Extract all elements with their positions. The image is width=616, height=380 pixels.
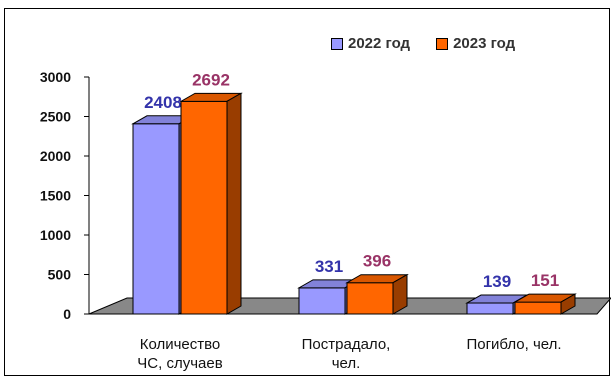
bar: [346, 282, 394, 315]
legend-label-2023: 2023 год: [453, 35, 516, 52]
legend-label-2022: 2022 год: [348, 35, 411, 52]
y-tick-label: 2500: [40, 109, 71, 125]
x-tick-label: чел.: [332, 355, 361, 372]
bar-chart: 0 500 1000 1500 2000 2500 3000 2408 2692 Количест…: [40, 69, 611, 372]
x-tick-label: Количество: [140, 336, 221, 353]
data-label: 139: [483, 272, 511, 291]
data-label: 396: [363, 252, 391, 271]
bar-side: [560, 293, 576, 315]
x-tick-label: Погибло, чел.: [466, 336, 561, 353]
bar: [298, 287, 346, 315]
legend-swatch-2022: [331, 37, 343, 50]
y-tick-label: 0: [63, 306, 71, 322]
x-tick-label: Пострадало,: [302, 336, 391, 353]
legend-item-2022: 2022 год: [331, 35, 410, 52]
y-tick-label: 1000: [40, 227, 71, 243]
bar: [132, 123, 180, 315]
y-tick-label: 2000: [40, 148, 71, 164]
y-tick-label: 500: [48, 267, 72, 283]
data-label: 331: [315, 257, 343, 276]
x-tick-label: ЧС, случаев: [137, 355, 222, 372]
y-tick-label: 1500: [40, 188, 71, 204]
bar: [466, 302, 514, 315]
bar: [514, 301, 562, 315]
data-label: 151: [531, 271, 559, 290]
bar-side: [226, 92, 242, 315]
y-tick-label: 3000: [40, 69, 71, 85]
data-label: 2692: [192, 70, 230, 89]
data-label: 2408: [144, 93, 182, 112]
bar: [180, 100, 228, 315]
legend: 2022 год 2023 год: [331, 35, 515, 52]
legend-item-2023: 2023 год: [436, 35, 515, 52]
bar-side: [392, 273, 408, 315]
legend-swatch-2023: [436, 37, 449, 50]
chart-frame: 0 500 1000 1500 2000 2500 3000 2408 2692 Количест…: [4, 8, 611, 376]
